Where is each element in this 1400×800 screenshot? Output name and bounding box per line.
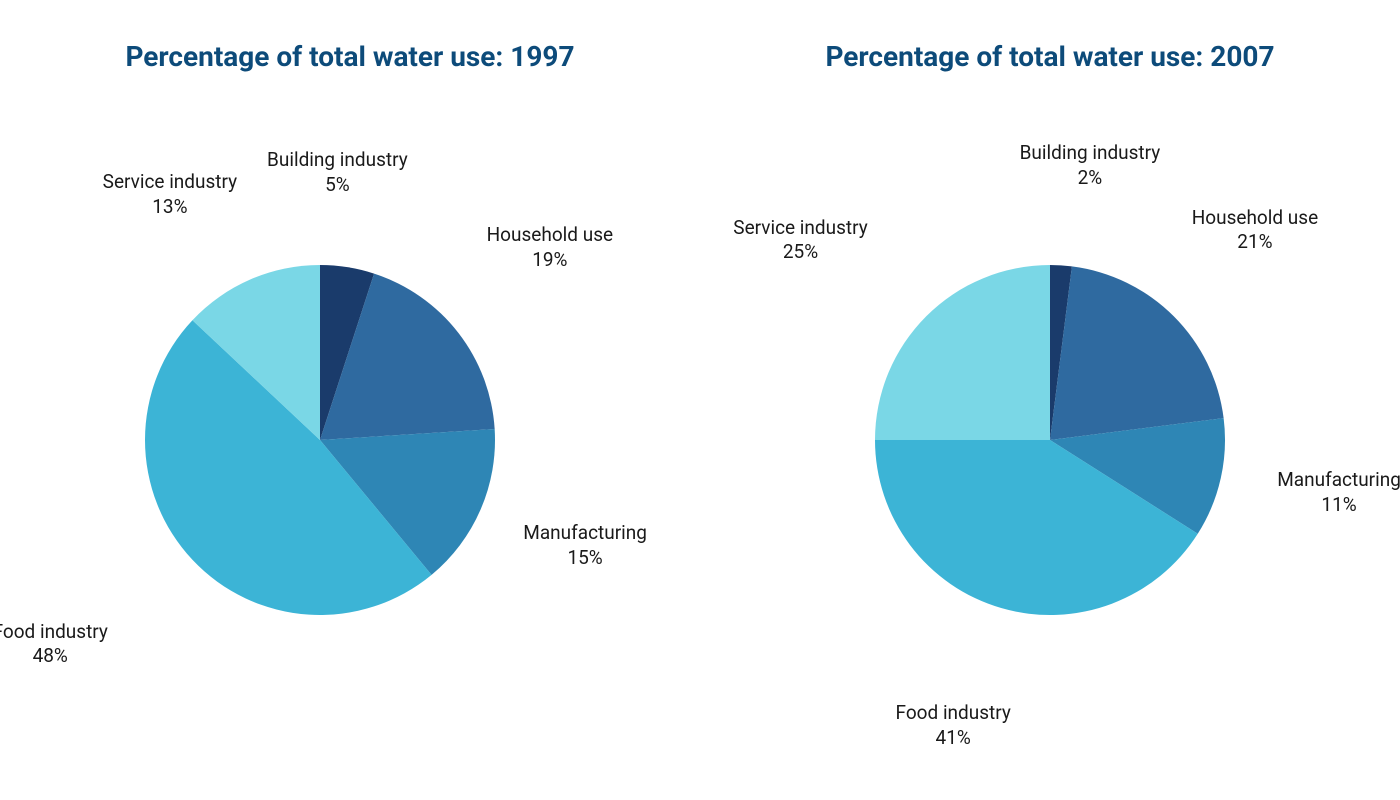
slice-label-food-industry: Food industry41%: [896, 701, 1011, 750]
slice-label-value: 13%: [152, 195, 187, 218]
slice-label-household-use: Household use19%: [487, 223, 613, 272]
slice-label-name: Food industry: [0, 620, 108, 643]
chart-panel-1997: Percentage of total water use: 1997 Buil…: [0, 0, 700, 800]
pie-chart-1997: [0, 0, 700, 800]
slice-label-name: Manufacturing: [523, 521, 647, 544]
chart-panel-2007: Percentage of total water use: 2007 Buil…: [700, 0, 1400, 800]
slice-label-name: Household use: [1192, 206, 1318, 229]
slice-label-value: 2%: [1078, 166, 1103, 189]
slice-label-name: Service industry: [733, 216, 867, 239]
slice-label-manufacturing: Manufacturing11%: [1277, 468, 1400, 517]
pie-slice-service-industry: [875, 265, 1050, 440]
slice-label-manufacturing: Manufacturing15%: [523, 521, 647, 570]
slice-label-name: Building industry: [267, 148, 408, 171]
slice-label-name: Household use: [487, 223, 613, 246]
slice-label-value: 25%: [783, 240, 818, 263]
slice-label-service-industry: Service industry13%: [103, 170, 237, 219]
slice-label-value: 11%: [1321, 493, 1356, 516]
slice-label-value: 21%: [1237, 230, 1272, 253]
slice-label-service-industry: Service industry25%: [733, 216, 867, 265]
slice-label-value: 15%: [567, 546, 602, 569]
slice-label-value: 48%: [33, 644, 68, 667]
slice-label-name: Food industry: [896, 701, 1011, 724]
slice-label-value: 41%: [936, 726, 971, 749]
slice-label-building-industry: Building industry5%: [267, 148, 408, 197]
slice-label-household-use: Household use21%: [1192, 206, 1318, 255]
pie-chart-2007: [700, 0, 1400, 800]
slice-label-building-industry: Building industry2%: [1020, 141, 1161, 190]
slice-label-value: 5%: [325, 173, 350, 196]
slice-label-name: Service industry: [103, 170, 237, 193]
pie-slice-household-use: [1050, 266, 1224, 440]
slice-label-name: Building industry: [1020, 141, 1161, 164]
slice-label-food-industry: Food industry48%: [0, 620, 108, 669]
slice-label-name: Manufacturing: [1277, 468, 1400, 491]
slice-label-value: 19%: [532, 248, 567, 271]
